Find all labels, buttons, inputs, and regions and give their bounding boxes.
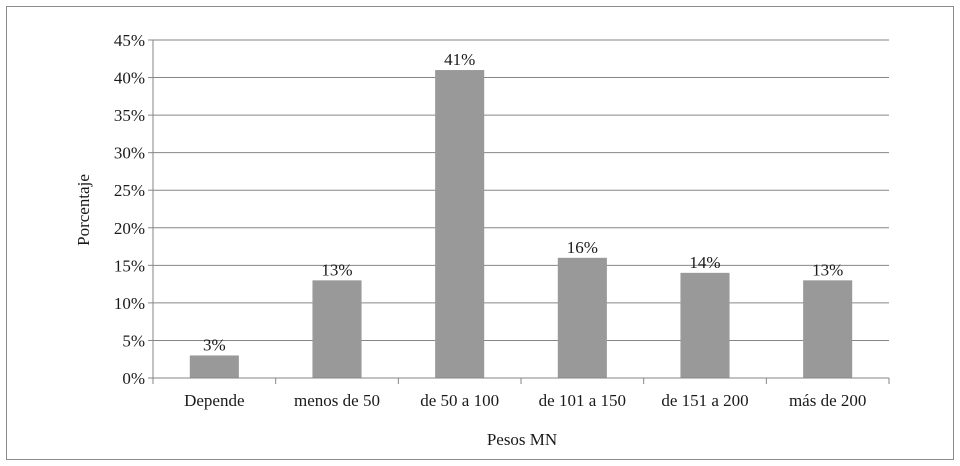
x-tick-label: de 101 a 150 — [539, 391, 626, 410]
chart-frame: 0% 5% 10% 15% 20% 25% 30% 35% 40% 45% Depende meno… — [6, 6, 954, 460]
bar — [680, 272, 730, 378]
data-label: 41% — [444, 50, 475, 69]
y-tick-label: 40% — [114, 69, 145, 88]
bar — [312, 280, 362, 378]
gridlines — [153, 39, 889, 341]
data-label: 13% — [812, 260, 843, 279]
bars — [189, 70, 853, 379]
x-tick-label: de 50 a 100 — [420, 391, 499, 410]
x-tick-label: más de 200 — [789, 391, 866, 410]
y-tick-label: 45% — [114, 31, 145, 50]
y-tick-label: 15% — [114, 256, 145, 275]
y-axis-title: Porcentaje — [74, 174, 93, 246]
x-tick-label: Depende — [184, 391, 244, 410]
data-label: 13% — [321, 260, 352, 279]
data-labels: 3% 13% 41% 16% 14% 13% — [203, 50, 843, 354]
x-tick-label: menos de 50 — [294, 391, 380, 410]
y-tick-label: 30% — [114, 144, 145, 163]
data-label: 16% — [567, 238, 598, 257]
x-tick-label: de 151 a 200 — [661, 391, 748, 410]
data-label: 14% — [689, 253, 720, 272]
y-tick-labels: 0% 5% 10% 15% 20% 25% 30% 35% 40% 45% — [114, 31, 145, 388]
bar-chart: 0% 5% 10% 15% 20% 25% 30% 35% 40% 45% Depende meno… — [74, 31, 890, 449]
bar — [189, 355, 239, 378]
bar — [435, 70, 485, 379]
y-tick-label: 10% — [114, 294, 145, 313]
y-tick-label: 5% — [122, 331, 145, 350]
x-axis-title: Pesos MN — [487, 430, 557, 449]
y-tick-label: 20% — [114, 219, 145, 238]
y-tick-label: 35% — [114, 106, 145, 125]
bar — [557, 257, 607, 378]
data-label: 3% — [203, 335, 226, 354]
bar — [803, 280, 853, 378]
y-tick-label: 25% — [114, 181, 145, 200]
axes — [148, 39, 890, 384]
x-tick-labels: Depende menos de 50 de 50 a 100 de 101 a 15… — [184, 391, 866, 410]
y-tick-label: 0% — [122, 369, 145, 388]
